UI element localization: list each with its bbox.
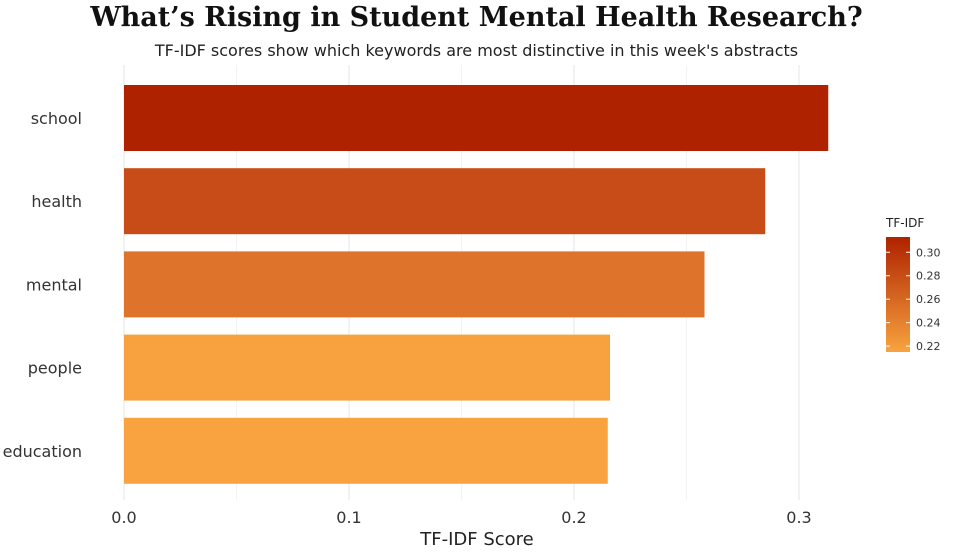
x-tick-label: 0.1	[336, 508, 361, 527]
legend-colorbar	[886, 237, 910, 352]
bar-health	[124, 168, 766, 235]
bar-mental	[124, 251, 705, 318]
category-label-people: people	[28, 359, 82, 378]
bar-people	[124, 334, 610, 401]
legend-tick-label: 0.28	[916, 270, 941, 283]
chart-title: What’s Rising in Student Mental Health R…	[90, 2, 863, 33]
bar-school	[124, 85, 829, 151]
x-axis-ticks: 0.0 0.1 0.2 0.3	[111, 508, 811, 527]
category-label-mental: mental	[26, 275, 82, 294]
legend-tick-label: 0.24	[916, 317, 941, 330]
color-legend: 0.22 0.24 0.26 0.28 0.30	[886, 237, 941, 353]
bar-education	[124, 417, 608, 484]
bars	[124, 85, 829, 484]
category-label-education: education	[3, 442, 82, 461]
legend-title: TF-IDF	[886, 216, 925, 230]
x-tick-label: 0.3	[786, 508, 811, 527]
category-label-school: school	[31, 109, 82, 128]
x-tick-label: 0.0	[111, 508, 136, 527]
x-tick-label: 0.2	[561, 508, 586, 527]
category-label-health: health	[31, 192, 82, 211]
legend-tick-label: 0.30	[916, 246, 941, 259]
x-axis-label: TF-IDF Score	[419, 529, 534, 550]
chart-subtitle: TF-IDF scores show which keywords are mo…	[154, 41, 799, 60]
legend-tick-label: 0.26	[916, 293, 941, 306]
legend-tick-label: 0.22	[916, 340, 941, 353]
y-axis-labels: school health mental people education	[3, 109, 82, 461]
